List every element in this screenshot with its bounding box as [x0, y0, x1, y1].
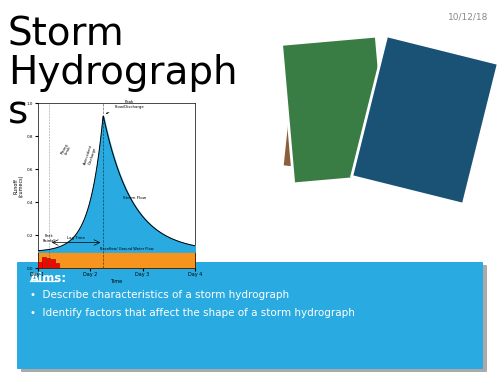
X-axis label: Time: Time	[110, 279, 122, 284]
Text: •  Identify factors that affect the shape of a storm hydrograph: • Identify factors that affect the shape…	[30, 308, 355, 318]
Text: Lag Time: Lag Time	[67, 236, 85, 240]
Text: Storm
Hydrograph
s: Storm Hydrograph s	[8, 15, 237, 132]
Text: Peak
Flow/Discharge: Peak Flow/Discharge	[106, 100, 144, 114]
Polygon shape	[282, 36, 389, 184]
Y-axis label: Runoff
(cumecs): Runoff (cumecs)	[14, 174, 24, 197]
Text: Rising
Limb: Rising Limb	[60, 142, 73, 157]
Polygon shape	[282, 57, 448, 183]
Text: Baseflow/ Ground Water Flow: Baseflow/ Ground Water Flow	[100, 247, 154, 251]
Text: Storm Flow: Storm Flow	[123, 196, 146, 200]
Bar	[42, 257, 46, 268]
Bar	[38, 262, 42, 268]
Text: •  Describe characteristics of a storm hydrograph: • Describe characteristics of a storm hy…	[30, 290, 289, 300]
FancyBboxPatch shape	[17, 262, 483, 369]
Polygon shape	[352, 36, 498, 204]
Text: Antecedent
Discharge: Antecedent Discharge	[82, 144, 98, 167]
Text: Aims:: Aims:	[30, 272, 67, 285]
FancyBboxPatch shape	[21, 265, 487, 372]
Bar	[56, 263, 59, 268]
Bar	[52, 260, 55, 268]
Text: 10/12/18: 10/12/18	[448, 12, 488, 21]
Text: Peak
Rainfall: Peak Rainfall	[42, 234, 56, 243]
Bar	[46, 258, 50, 268]
